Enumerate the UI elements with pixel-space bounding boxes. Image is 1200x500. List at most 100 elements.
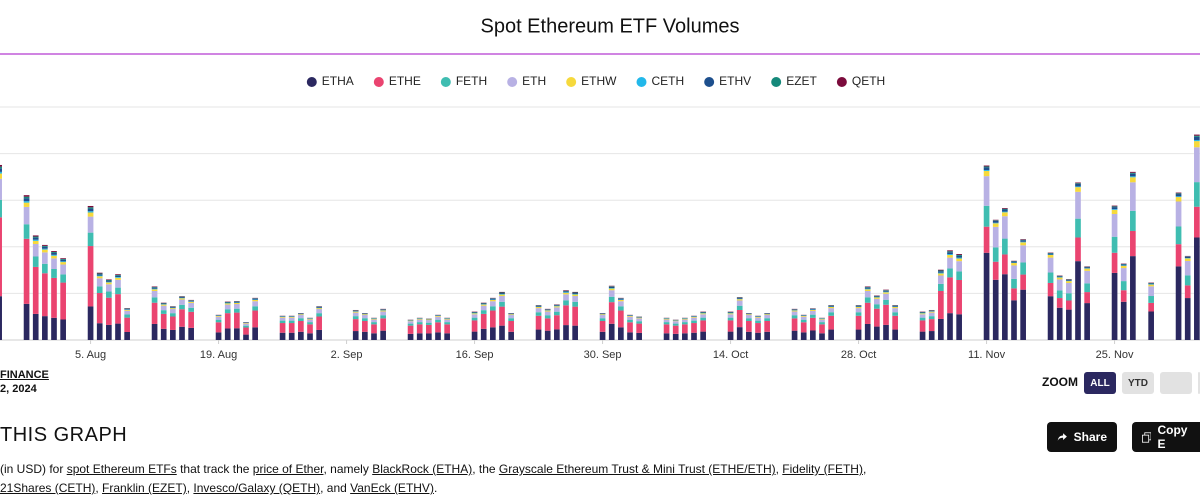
description-text: . (433, 481, 438, 495)
bar-segment (151, 287, 158, 288)
bar-segment (938, 271, 944, 273)
bar-segment (947, 250, 953, 252)
bar-segment (1194, 182, 1200, 207)
bar-segment (288, 316, 295, 318)
share-button[interactable]: Share (1047, 422, 1117, 452)
bar-segment (682, 333, 688, 340)
bar-segment (938, 283, 944, 291)
description-link[interactable]: price of Ether (252, 462, 324, 476)
bar-segment (407, 333, 414, 340)
bar-segment (124, 317, 130, 332)
description-link[interactable]: BlackRock (ETHA) (372, 462, 473, 476)
description-link[interactable]: Invesco/Galaxy (QETH) (193, 481, 321, 495)
bar-segment (316, 308, 322, 310)
bar-segment (426, 333, 432, 340)
bar-segment (919, 331, 926, 340)
bar-segment (608, 287, 615, 289)
bar-segment (179, 298, 185, 300)
description-link[interactable]: spot Ethereum ETFs (66, 462, 177, 476)
bar-segment (618, 298, 624, 300)
bar-segment (810, 330, 816, 340)
legend-item[interactable]: FETH (440, 74, 487, 88)
bar-segment (563, 292, 569, 295)
bar-segment (106, 281, 112, 283)
legend-swatch (507, 77, 518, 87)
bar-segment (700, 313, 706, 315)
bar-segment (32, 244, 39, 257)
legend-item[interactable]: ETHE (373, 74, 421, 88)
legend-item[interactable]: QETH (836, 74, 885, 88)
bar-segment (892, 329, 898, 340)
bar-segment (599, 320, 606, 332)
bar-segment (736, 309, 743, 328)
bar-segment (636, 321, 642, 324)
bar-segment (371, 318, 377, 320)
description-link[interactable]: VanEck (ETHV) (350, 481, 434, 495)
bar-segment (51, 317, 57, 340)
bar-segment (151, 288, 158, 290)
legend-item[interactable]: ETHV (704, 74, 751, 88)
description-link[interactable]: Fidelity (FETH) (782, 462, 863, 476)
bar-segment (106, 284, 112, 292)
bar-segment (544, 311, 551, 316)
bar-segment (499, 292, 505, 294)
bar-segment (179, 296, 185, 298)
source-name[interactable]: FINANCE (0, 369, 49, 381)
bar-segment (23, 303, 30, 340)
section-heading: THIS GRAPH (0, 424, 128, 446)
x-tick-label: 2. Sep (331, 349, 363, 361)
bar-segment (1120, 265, 1127, 269)
bar-segment (864, 297, 871, 303)
bar-segment (956, 257, 962, 259)
bar-segment (563, 290, 569, 292)
copy-button[interactable]: Copy E (1132, 422, 1200, 452)
bar-segment (618, 299, 624, 302)
bar-segment (490, 298, 496, 300)
bar-segment (407, 321, 414, 324)
zoom-button[interactable]: YTD (1122, 372, 1154, 394)
bar-segment (23, 198, 30, 202)
legend-item[interactable]: EZET (771, 74, 818, 88)
bar-segment (535, 329, 542, 340)
bar-segment (416, 333, 423, 340)
bar-segment (160, 303, 167, 305)
x-tick-label: 14. Oct (713, 349, 748, 361)
bar-segment (23, 224, 30, 239)
bar-segment (819, 324, 825, 334)
bar-segment (96, 323, 103, 340)
bar-segment (618, 327, 624, 340)
zoom-button[interactable] (1198, 372, 1200, 394)
bar-segment (535, 312, 542, 316)
zoom-button[interactable]: ALL (1084, 372, 1116, 394)
bar-segment (160, 328, 167, 340)
bar-segment (307, 318, 313, 320)
legend-item[interactable]: ETHW (566, 74, 617, 88)
x-tick-label: 19. Aug (200, 349, 237, 361)
bar-segment (0, 171, 2, 174)
bar-segment (179, 309, 185, 327)
bar-segment (42, 244, 48, 246)
description-link[interactable]: 21Shares (CETH) (0, 481, 96, 495)
bar-segment (1184, 260, 1191, 276)
bar-segment (810, 314, 816, 318)
bar-segment (32, 266, 39, 314)
bar-segment (1194, 136, 1200, 140)
description-link[interactable]: Franklin (EZET) (102, 481, 187, 495)
bar-segment (672, 325, 679, 334)
legend-item[interactable]: ETHA (306, 74, 354, 88)
bar-segment (1194, 237, 1200, 340)
bar-segment (252, 327, 258, 340)
bar-segment (1020, 240, 1026, 242)
bar-segment (764, 315, 770, 319)
bar-segment (919, 312, 926, 313)
bar-segment (1120, 264, 1127, 266)
bar-segment (1175, 244, 1182, 267)
legend-item[interactable]: CETH (636, 74, 685, 88)
zoom-button[interactable] (1160, 372, 1192, 394)
bar-segment (279, 317, 286, 321)
bar-segment (188, 311, 194, 328)
bar-segment (1148, 302, 1154, 312)
legend-item[interactable]: ETH (507, 74, 546, 88)
description-link[interactable]: Grayscale Ethereum Trust & Mini Trust (E… (498, 462, 776, 476)
